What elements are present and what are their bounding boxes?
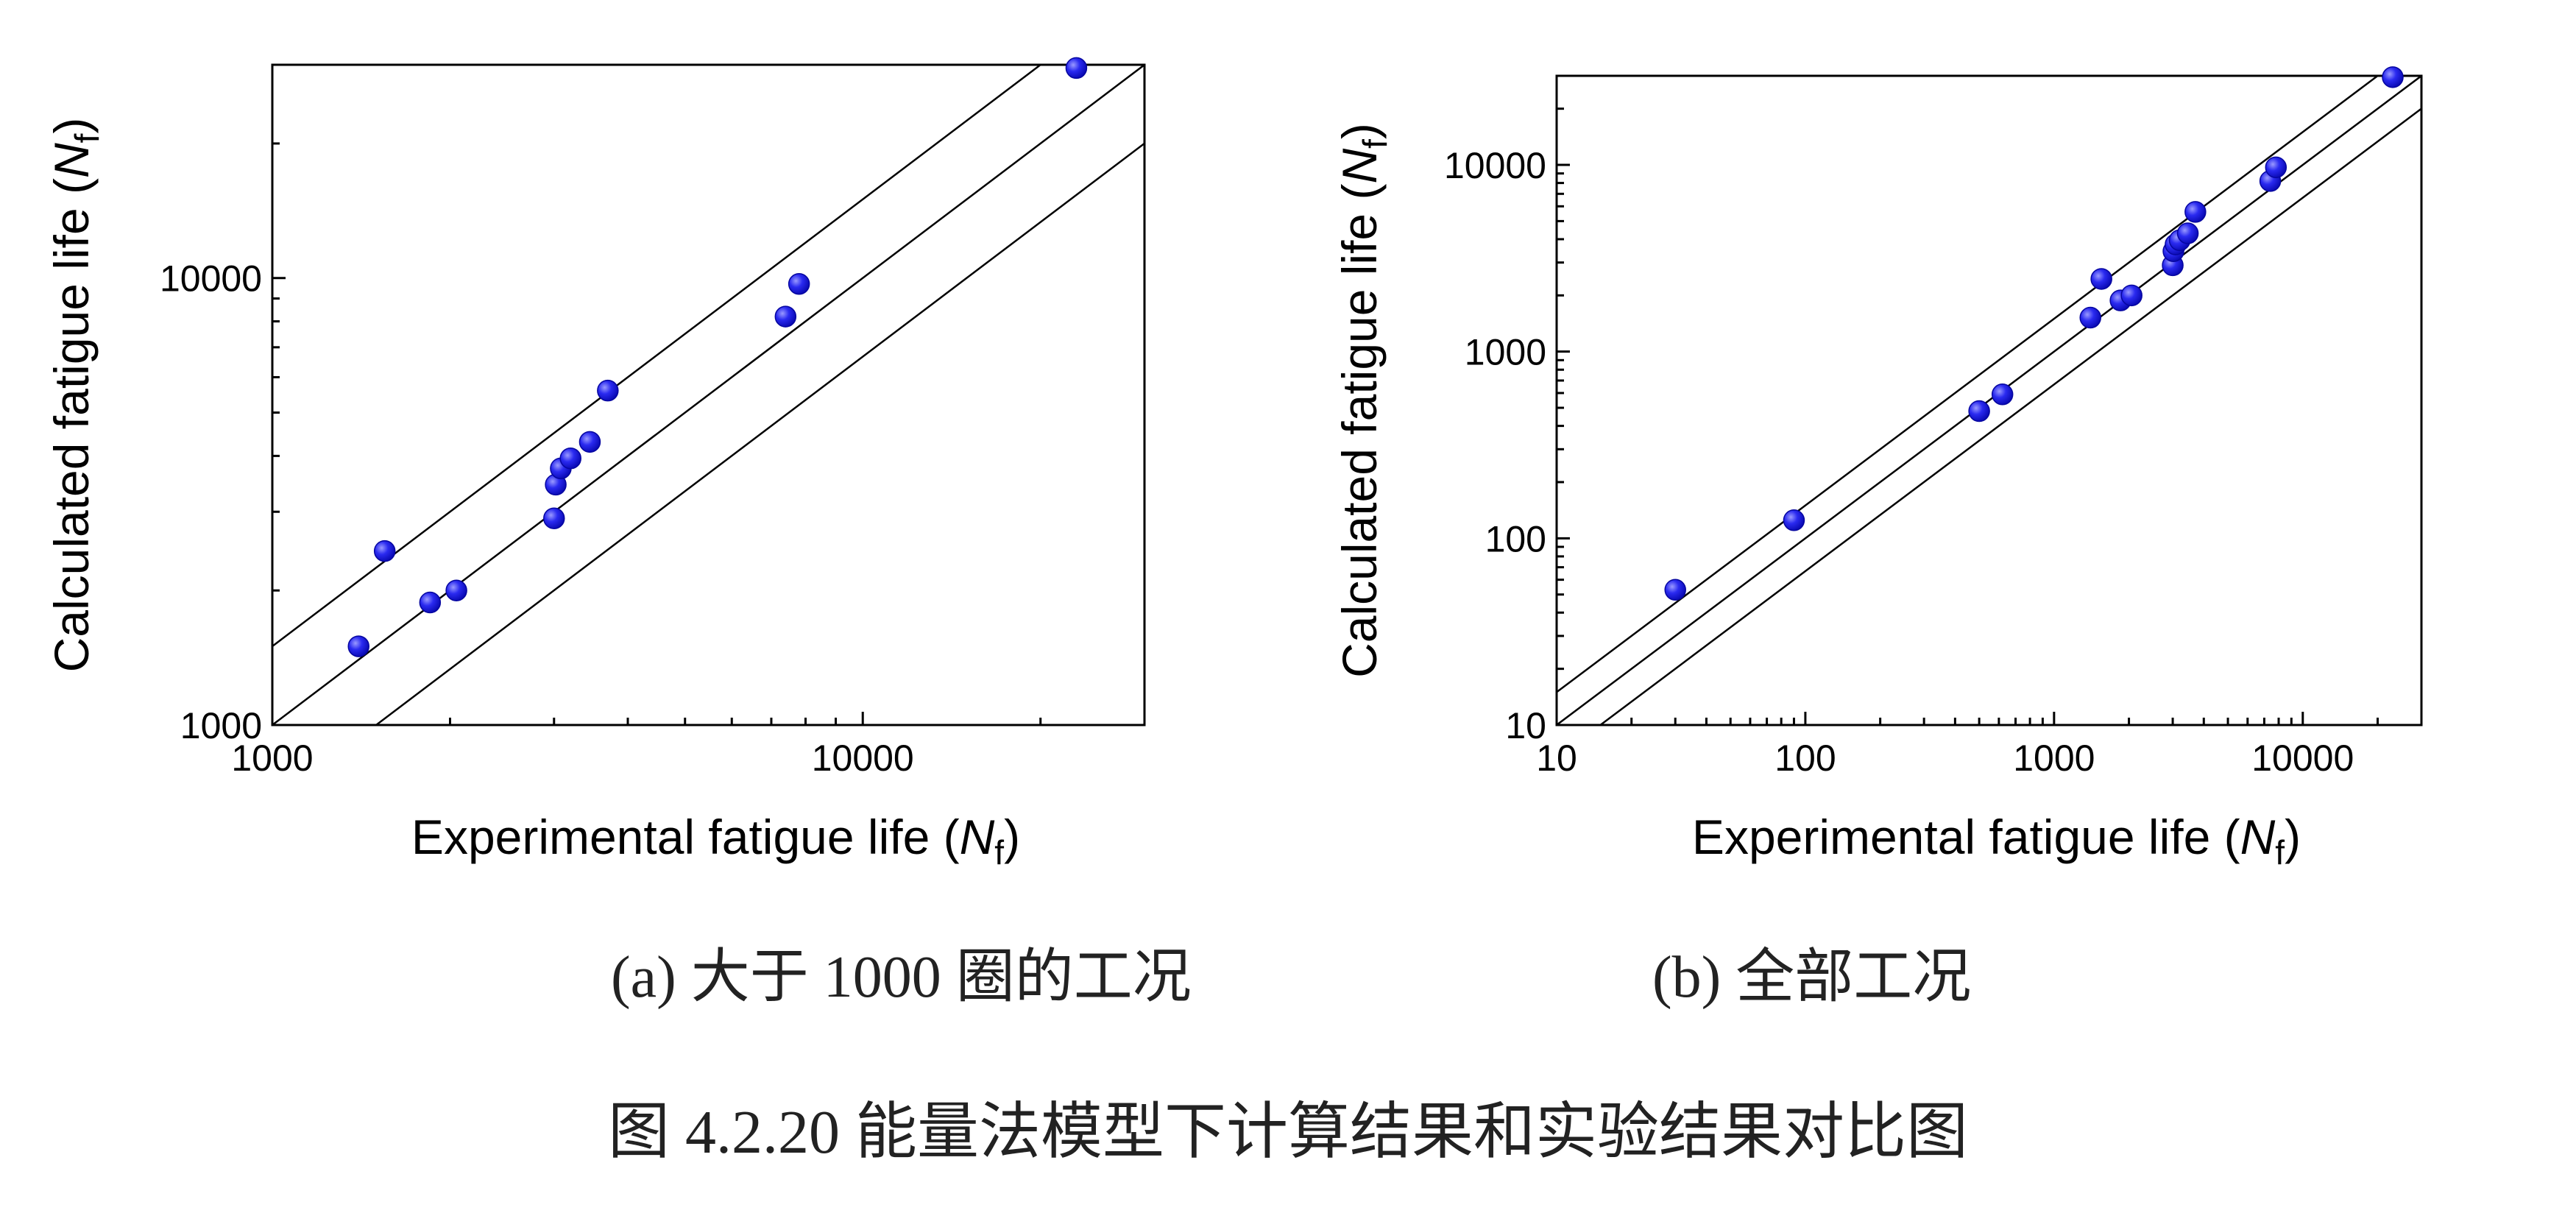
caption-a: (a) 大于 1000 圈的工况	[611, 945, 1192, 1010]
data-point	[774, 305, 797, 328]
data-points	[347, 57, 1088, 657]
data-point	[1968, 400, 1990, 422]
reference-lines	[1557, 76, 2421, 725]
y-tick-label: 10	[1505, 705, 1546, 746]
x-axis-label-close: )	[1004, 810, 1020, 864]
x-axis-label: Experimental fatigue life (Nf)	[1692, 810, 2301, 871]
figure-caption: 图 4.2.20 能量法模型下计算结果和实验结果对比图	[607, 1098, 1968, 1167]
y-axis-label: Calculated fatigue life (Nf)	[44, 118, 106, 673]
data-point	[788, 273, 810, 295]
data-point	[1664, 579, 1686, 601]
equality-line	[272, 65, 1144, 725]
data-point	[373, 540, 396, 562]
y-tick-label: 10000	[1444, 145, 1546, 186]
x-tick-label: 10	[1536, 738, 1577, 779]
y-axis-label-var: N	[1332, 149, 1387, 184]
y-axis-label-text: Calculated fatigue life (	[44, 178, 99, 672]
x-axis-label-sub: f	[2275, 833, 2285, 871]
x-tick-label: 100	[1774, 738, 1836, 779]
factor-2-lower	[375, 142, 1144, 725]
data-point	[2176, 222, 2199, 244]
data-point	[2120, 284, 2142, 307]
x-axis-label-var: N	[960, 810, 995, 864]
caption-b: (b) 全部工况	[1652, 945, 1972, 1010]
y-axis-label-sub: f	[1356, 139, 1394, 149]
x-tick-label: 10000	[2251, 738, 2354, 779]
axis-ticks	[1555, 74, 2423, 726]
y-axis-label: Calculated fatigue life (Nf)	[1332, 123, 1394, 678]
reference-lines	[272, 65, 1144, 725]
data-point	[445, 579, 467, 601]
x-tick-label: 1000	[2013, 738, 2095, 779]
y-tick-label: 10000	[160, 258, 262, 300]
x-axis-label-sub: f	[994, 833, 1004, 871]
y-tick-label: 1000	[1465, 332, 1546, 373]
data-points	[1664, 66, 2404, 601]
data-point	[1065, 57, 1088, 79]
x-axis-label-var: N	[2240, 810, 2276, 864]
data-point	[419, 591, 442, 614]
data-point	[2265, 156, 2287, 179]
y-axis-label-var: N	[44, 143, 99, 178]
factor-2-upper	[1557, 76, 2379, 693]
plot-frame	[271, 63, 1146, 726]
chart-b: 10 100 1000 10000 10 100 1000 10000 Experimental…	[1332, 66, 2423, 871]
y-axis-label-close: )	[44, 118, 99, 134]
data-point	[347, 635, 369, 657]
equality-line	[1557, 76, 2421, 725]
data-point	[559, 447, 581, 470]
data-point	[2184, 201, 2207, 223]
chart-a: 1000 10000 1000 10000 Experimental fatigue l…	[44, 57, 1146, 871]
x-tick-label: 1000	[231, 738, 313, 779]
data-point	[2079, 306, 2101, 329]
x-axis-label: Experimental fatigue life (Nf)	[411, 810, 1020, 871]
x-axis-label-text: Experimental fatigue life (	[411, 810, 960, 864]
y-tick-label: 1000	[180, 705, 262, 746]
y-axis-label-text: Calculated fatigue life (	[1332, 184, 1387, 678]
factor-2-upper	[272, 65, 1042, 648]
x-axis-label-text: Experimental fatigue life (	[1692, 810, 2240, 864]
data-point	[597, 379, 619, 402]
data-point	[1783, 509, 1805, 531]
data-point	[1991, 383, 2014, 406]
x-tick-label: 10000	[812, 738, 914, 779]
data-point	[578, 431, 601, 453]
data-point	[2382, 66, 2404, 88]
factor-2-lower	[1599, 107, 2421, 725]
y-axis-label-sub: f	[68, 133, 106, 143]
data-point	[2090, 268, 2112, 290]
axis-ticks	[271, 63, 1146, 726]
data-point	[543, 507, 565, 529]
plot-frame	[1555, 74, 2423, 726]
y-axis-label-close: )	[1332, 123, 1387, 139]
x-axis-label-close: )	[2285, 810, 2301, 864]
y-tick-label: 100	[1485, 518, 1546, 559]
